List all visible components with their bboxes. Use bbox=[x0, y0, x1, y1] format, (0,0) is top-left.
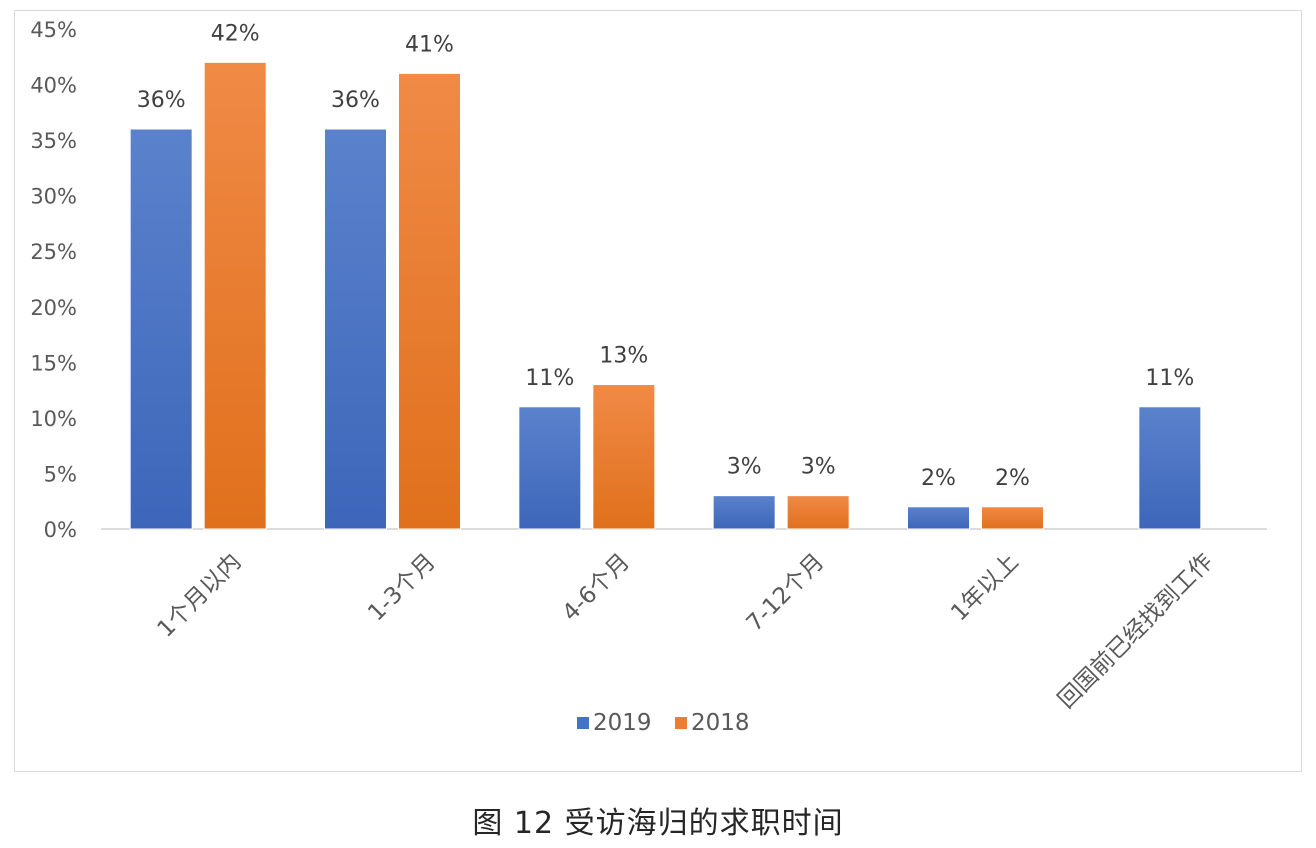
legend-label-2019: 2019 bbox=[593, 710, 652, 736]
bar-2018 bbox=[981, 506, 1044, 530]
data-label: 3% bbox=[801, 455, 836, 480]
chart-area: 0% 5% 10% 15% 20% 25% 30% 35% 40% 45% 36% 42% 1个月以内 3… bbox=[14, 10, 1302, 772]
data-label: 2% bbox=[921, 466, 956, 491]
y-tick-label: 30% bbox=[30, 185, 77, 209]
x-tick-label: 4-6个月 bbox=[558, 549, 635, 626]
data-label: 36% bbox=[331, 88, 380, 113]
data-label: 42% bbox=[211, 21, 260, 46]
bar-2019 bbox=[518, 406, 582, 530]
x-tick-label: 1个月以内 bbox=[153, 549, 247, 643]
bar-chart: 0% 5% 10% 15% 20% 25% 30% 35% 40% 45% 36% 42% 1个月以内 3… bbox=[30, 18, 1267, 736]
legend-swatch-2018 bbox=[675, 717, 687, 729]
y-tick-label: 20% bbox=[30, 296, 77, 320]
y-tick-label: 40% bbox=[30, 74, 77, 98]
y-tick-label: 25% bbox=[30, 240, 77, 264]
legend-label-2018: 2018 bbox=[691, 710, 750, 736]
x-tick-label: 1年以上 bbox=[946, 549, 1024, 627]
x-tick-label: 回国前已经找到工作 bbox=[1053, 549, 1218, 714]
data-label: 41% bbox=[405, 32, 454, 57]
y-tick-label: 10% bbox=[30, 407, 77, 431]
data-label: 2% bbox=[995, 466, 1030, 491]
bar-2019 bbox=[907, 506, 970, 530]
data-label: 3% bbox=[727, 455, 762, 480]
data-label: 13% bbox=[599, 344, 648, 369]
y-tick-label: 0% bbox=[44, 518, 77, 542]
bar-2018 bbox=[398, 72, 461, 530]
figure-caption: 图 12 受访海归的求职时间 bbox=[472, 806, 844, 841]
y-tick-label: 35% bbox=[30, 129, 77, 153]
x-tick-label: 1-3个月 bbox=[363, 549, 440, 626]
legend-swatch-2019 bbox=[577, 717, 589, 729]
bar-2018 bbox=[203, 61, 267, 530]
bar-2019 bbox=[712, 495, 776, 530]
bar-2018 bbox=[786, 495, 850, 530]
bar-2019 bbox=[129, 128, 193, 530]
y-tick-label: 15% bbox=[30, 351, 77, 375]
bar-2019 bbox=[324, 128, 387, 530]
y-tick-label: 45% bbox=[30, 18, 77, 42]
data-label: 36% bbox=[137, 88, 186, 113]
bar-2019 bbox=[1138, 406, 1202, 530]
data-label: 11% bbox=[525, 366, 574, 391]
x-tick-label: 7-12个月 bbox=[742, 549, 830, 637]
data-label: 11% bbox=[1145, 366, 1194, 391]
y-tick-label: 5% bbox=[44, 462, 77, 486]
bar-2018 bbox=[592, 384, 656, 530]
